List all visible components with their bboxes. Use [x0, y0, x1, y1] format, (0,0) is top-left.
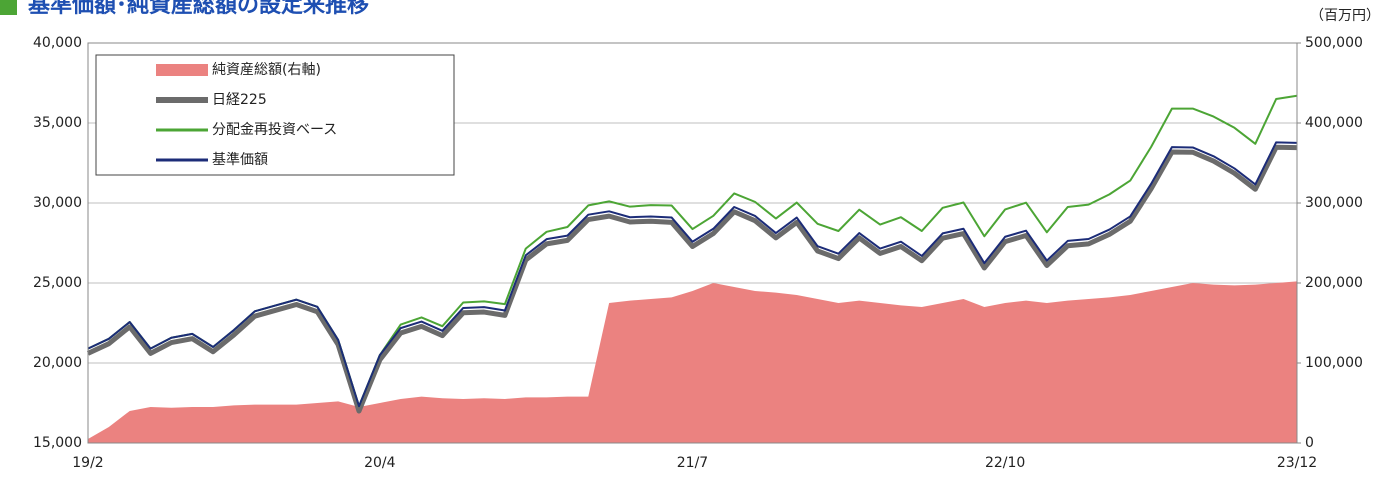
y-tick-label: 35,000	[33, 115, 82, 131]
x-tick-label: 20/4	[364, 455, 396, 471]
line	[86, 144, 1298, 414]
area	[88, 281, 1297, 443]
y2-tick-label: 300,000	[1305, 195, 1363, 211]
legend-box	[95, 54, 455, 176]
y2-tick-label: 0	[1305, 435, 1314, 451]
y2-tick-label: 500,000	[1305, 35, 1363, 51]
y2-unit: （百万円）	[1310, 8, 1380, 24]
title-icon	[0, 0, 17, 15]
y-tick-label: 15,000	[33, 435, 82, 451]
legend-label: 純資産総額(右軸)	[212, 62, 321, 78]
legend-label: 基準価額	[212, 151, 268, 168]
y-tick-label: 30,000	[33, 195, 82, 211]
x-tick-label: 21/7	[677, 455, 708, 471]
x-tick-label: 19/2	[72, 455, 103, 471]
line	[87, 141, 1298, 408]
y2-tick-label: 400,000	[1305, 115, 1363, 131]
y-tick-label: 25,000	[33, 275, 82, 291]
y-tick-label: 20,000	[33, 355, 82, 371]
y-tick-label: 40,000	[33, 35, 82, 51]
legend-label: 日経225	[212, 92, 267, 108]
plot-border	[87, 42, 1298, 444]
legend-label: 分配金再投資ベース	[212, 122, 337, 138]
chart-title: 基準価額･純資産総額の設定来推移	[28, 0, 369, 18]
y2-tick-label: 100,000	[1305, 355, 1363, 371]
x-tick-label: 22/10	[985, 455, 1025, 471]
x-tick-label: 23/12	[1277, 455, 1317, 471]
legend-swatch	[156, 64, 208, 76]
y2-tick-label: 200,000	[1305, 275, 1363, 291]
